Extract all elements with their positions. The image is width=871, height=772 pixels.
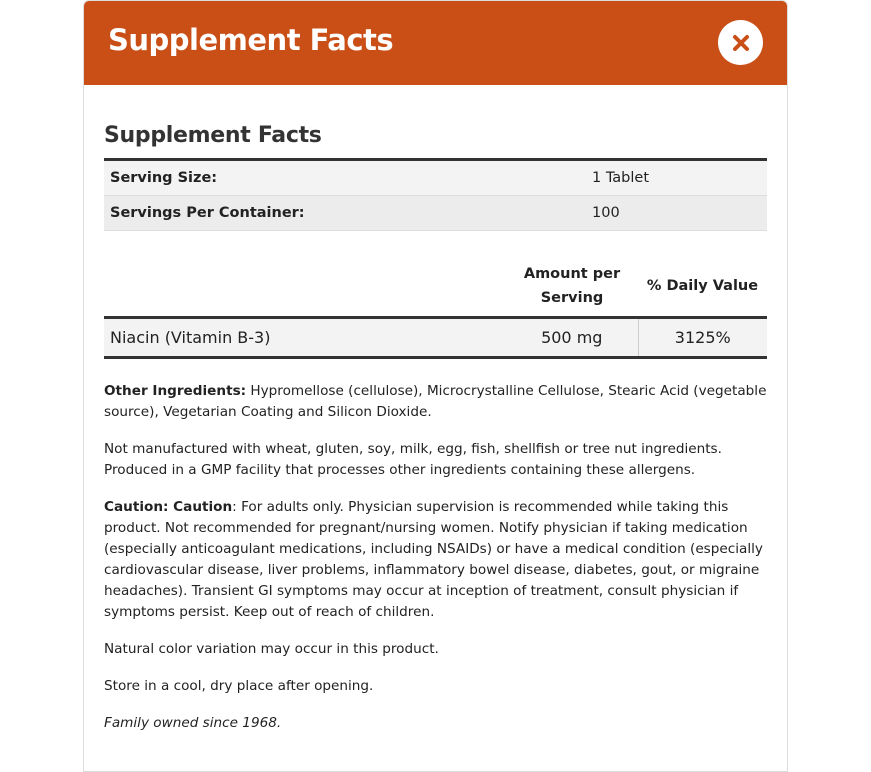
servings-per-container-label: Servings Per Container: <box>104 195 586 231</box>
notes: Other Ingredients: Hypromellose (cellulo… <box>104 381 767 734</box>
nutrient-table: Amount per Serving % Daily Value Niacin (… <box>104 258 767 359</box>
table-row: Serving Size: 1 Tablet <box>104 159 767 196</box>
table-header-row: Amount per Serving % Daily Value <box>104 258 767 319</box>
serving-size-value: 1 Tablet <box>586 159 767 196</box>
supplement-facts-modal: Supplement Facts Supplement Facts Servin… <box>83 0 788 772</box>
allergen-statement: Not manufactured with wheat, gluten, soy… <box>104 441 722 478</box>
close-button[interactable] <box>718 20 763 65</box>
modal-title: Supplement Facts <box>108 23 394 57</box>
servings-per-container-value: 100 <box>586 195 767 231</box>
color-statement: Natural color variation may occur in thi… <box>104 641 439 657</box>
other-ingredients: Other Ingredients: Hypromellose (cellulo… <box>104 383 767 420</box>
family-statement: Family owned since 1968. <box>104 715 282 731</box>
nutrient-amount: 500 mg <box>506 317 638 359</box>
modal-content: Supplement Facts Serving Size: 1 Tablet … <box>104 85 767 750</box>
storage-statement: Store in a cool, dry place after opening… <box>104 678 374 694</box>
modal-header: Supplement Facts <box>84 1 787 85</box>
nutrient-name: Niacin (Vitamin B-3) <box>104 317 506 359</box>
table-row: Servings Per Container: 100 <box>104 195 767 231</box>
nutrient-daily-value: 3125% <box>637 317 767 359</box>
table-row: Niacin (Vitamin B-3) 500 mg 3125% <box>104 317 767 359</box>
daily-value-header: % Daily Value <box>638 258 767 319</box>
caution-statement: Caution: Caution: For adults only. Physi… <box>104 499 763 620</box>
serving-size-label: Serving Size: <box>104 159 586 196</box>
facts-heading: Supplement Facts <box>104 123 322 148</box>
amount-header: Amount per Serving <box>506 258 638 319</box>
close-x-icon <box>732 34 749 51</box>
serving-table: Serving Size: 1 Tablet Servings Per Cont… <box>104 158 767 231</box>
